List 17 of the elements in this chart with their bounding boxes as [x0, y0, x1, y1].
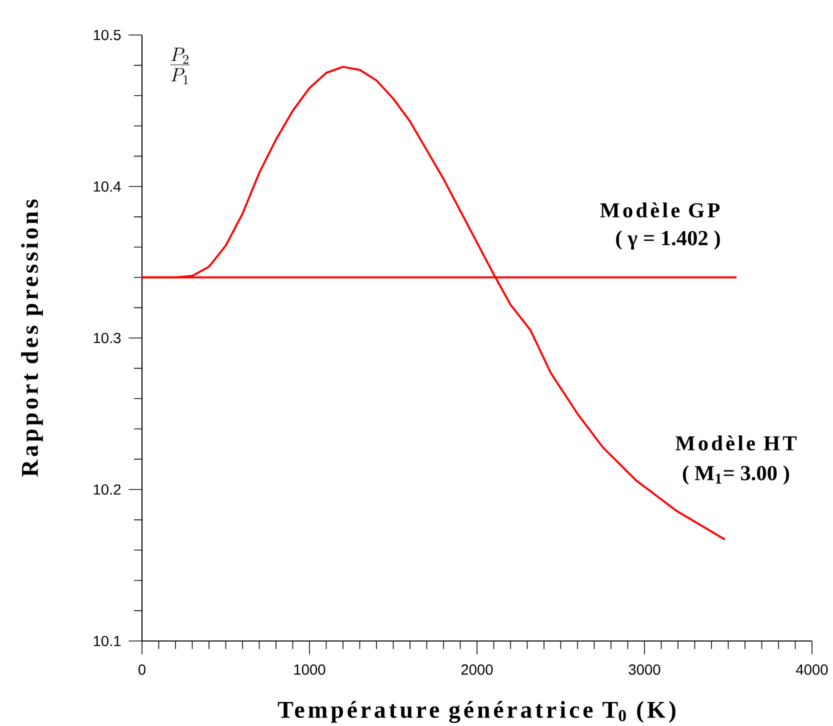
y-tick-label: 10.2	[94, 484, 121, 495]
x-tick-label: 0	[138, 664, 146, 675]
x-tick-label: 4000	[796, 664, 828, 675]
x-tick-label: 1000	[294, 664, 326, 675]
x-tick-label: 3000	[628, 664, 660, 675]
annotation: ( γ = 1.402 )	[616, 230, 720, 250]
y-tick-label: 10.3	[94, 332, 121, 344]
y-axis-title: Rapport des pressions	[21, 200, 43, 477]
annotation: ( M$_{1}$= 3.00 )	[682, 465, 790, 485]
y-tick-label: 10.4	[94, 181, 121, 192]
y-tick-label: 10.5	[94, 30, 121, 40]
x-tick-label: 2000	[461, 664, 493, 675]
annotation: $\frac{P_2}{P_1}$	[170, 48, 190, 84]
text: Modèle GP	[600, 202, 720, 218]
x-axis-title: Température génératrice T$_{0}$ (K)	[278, 701, 676, 723]
y-tick-label: 10.1	[94, 636, 121, 646]
text: Modèle HT	[676, 435, 796, 451]
